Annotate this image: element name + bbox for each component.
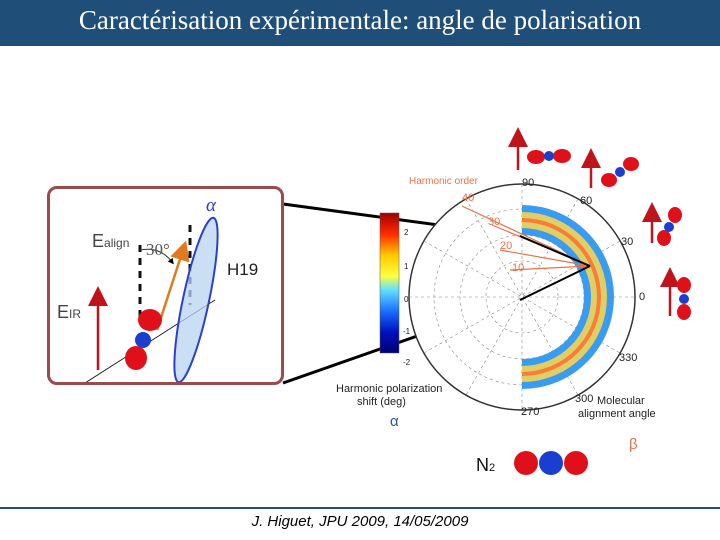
harmonic-order-title: Harmonic order — [409, 176, 478, 187]
radial-label-40: 40 — [462, 192, 475, 204]
molecule-n2-top — [508, 127, 571, 170]
beta-axis-label: β — [629, 436, 638, 453]
angle-label-90: 90 — [522, 177, 535, 189]
angle-label-330: 330 — [619, 352, 638, 364]
molecule-n2-30 — [642, 202, 682, 246]
angle-label-270: 270 — [521, 406, 540, 418]
radial-label-20: 20 — [500, 240, 513, 252]
colorbar-title-line2: shift (deg) — [357, 396, 406, 408]
footer-divider — [0, 507, 720, 509]
radial-label-30: 30 — [488, 216, 501, 228]
molecule-n2-bottom — [514, 451, 588, 475]
polarization-diagram-frame — [47, 186, 284, 385]
colorbar-tick-2: 2 — [404, 228, 409, 237]
molecule-label: N2 — [476, 455, 496, 475]
molecule-n2-left — [125, 309, 162, 370]
angle-label-300: 300 — [575, 393, 594, 405]
footer-citation: J. Higuet, JPU 2009, 14/05/2009 — [251, 513, 469, 530]
alpha-label: α — [206, 195, 216, 216]
alignment-label-line2: alignment angle — [578, 408, 656, 420]
angle-label-60: 60 — [580, 195, 593, 207]
harmonic-label: H19 — [227, 260, 259, 279]
colorbar-tick-minus1: -1 — [403, 327, 411, 336]
angle-arc — [139, 248, 174, 265]
alignment-label-line1: Molecular — [597, 395, 645, 407]
molecule-n2-60 — [581, 148, 639, 188]
slide-title: Caractérisation expérimentale: angle de … — [78, 5, 642, 35]
colorbar-tick-0: 0 — [404, 295, 409, 304]
molecule-n2-0 — [660, 267, 691, 320]
angle-label-30: 30 — [621, 236, 634, 248]
angle-label: 30° — [146, 240, 170, 259]
colorbar-title-line1: Harmonic polarization — [336, 383, 443, 395]
colorbar — [379, 212, 400, 354]
e-align-label: Ealign — [92, 231, 130, 251]
polar-plot — [408, 183, 636, 411]
colorbar-tick-minus2: -2 — [403, 358, 411, 367]
title-bar: Caractérisation expérimentale: angle de … — [0, 0, 720, 46]
radial-label-10: 10 — [512, 262, 525, 274]
e-ir-label: EIR — [57, 302, 82, 322]
alpha-axis-label: α — [390, 413, 399, 430]
colorbar-tick-1: 1 — [404, 262, 409, 271]
angle-label-0: 0 — [639, 291, 646, 303]
